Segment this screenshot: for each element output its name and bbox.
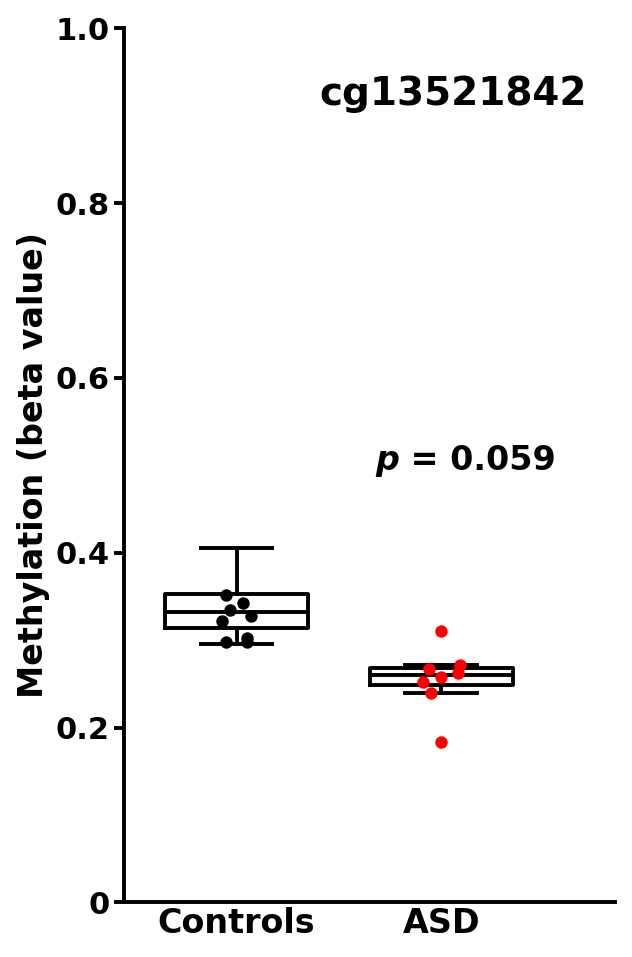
Point <box>221 587 231 602</box>
Text: p: p <box>375 444 399 478</box>
Point <box>453 666 463 681</box>
Point <box>418 675 428 690</box>
Point <box>217 613 228 629</box>
Y-axis label: Methylation (beta value): Methylation (beta value) <box>16 233 50 699</box>
Point <box>424 661 434 677</box>
Point <box>226 603 236 618</box>
Point <box>436 735 446 750</box>
Text: = 0.059: = 0.059 <box>399 444 556 478</box>
Point <box>426 685 436 701</box>
Point <box>454 657 465 673</box>
Point <box>238 596 248 612</box>
Point <box>241 631 252 646</box>
Point <box>246 608 256 623</box>
Point <box>436 669 446 684</box>
Text: cg13521842: cg13521842 <box>319 75 587 113</box>
Point <box>221 634 231 650</box>
Point <box>436 624 446 639</box>
Point <box>241 634 252 650</box>
